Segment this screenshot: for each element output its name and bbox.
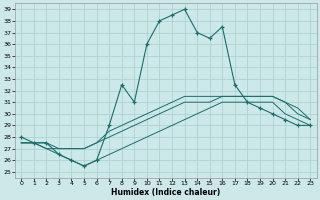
X-axis label: Humidex (Indice chaleur): Humidex (Indice chaleur) bbox=[111, 188, 220, 197]
